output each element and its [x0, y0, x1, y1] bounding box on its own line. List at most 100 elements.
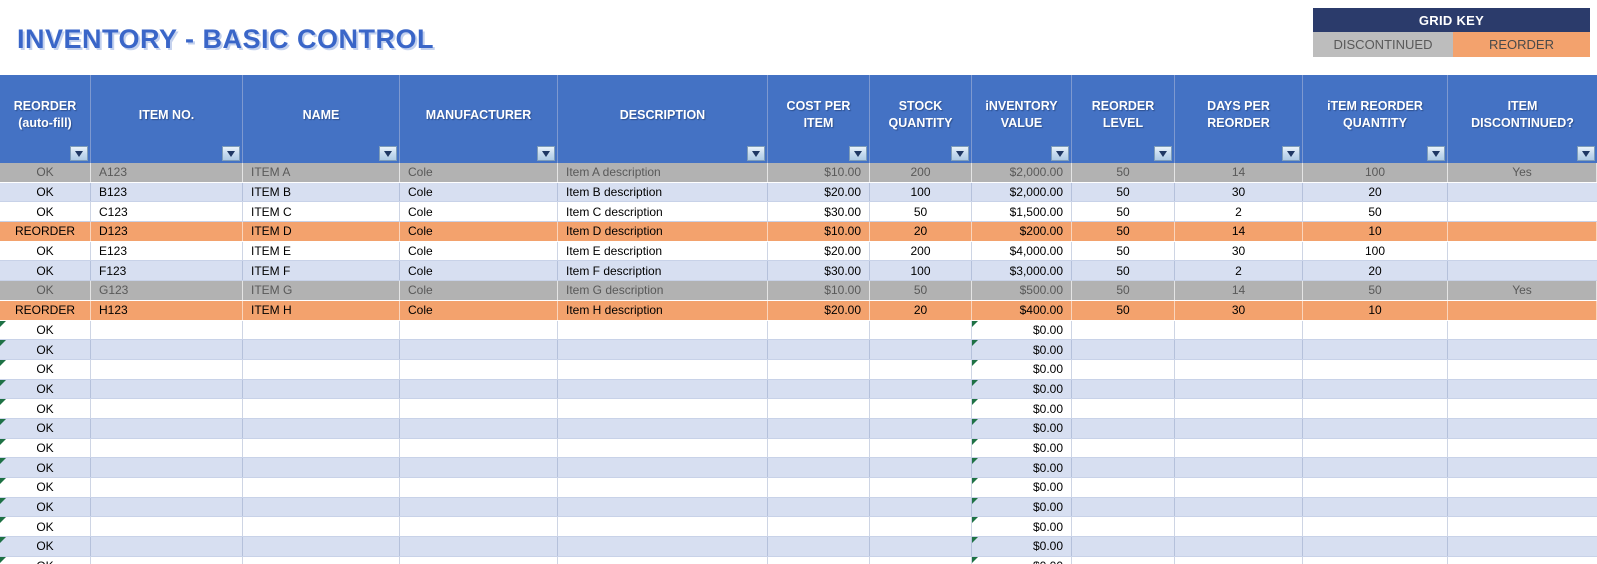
cell[interactable] [1175, 458, 1303, 477]
cell[interactable]: Item B description [558, 182, 768, 202]
cell[interactable] [1175, 418, 1303, 438]
cell[interactable]: 50 [1072, 182, 1175, 202]
filter-dropdown-icon[interactable] [1282, 146, 1300, 161]
cell[interactable]: 30 [1175, 182, 1303, 202]
cell[interactable] [1072, 379, 1175, 399]
cell[interactable] [768, 359, 870, 379]
cell[interactable]: $0.00 [972, 379, 1072, 399]
cell[interactable] [1448, 242, 1597, 261]
cell[interactable] [768, 556, 870, 564]
cell[interactable] [243, 556, 400, 564]
cell[interactable]: Cole [400, 261, 558, 281]
cell[interactable] [243, 340, 400, 359]
cell[interactable]: 50 [1072, 222, 1175, 241]
cell[interactable] [870, 438, 972, 458]
cell[interactable] [1175, 379, 1303, 399]
cell[interactable]: 100 [870, 261, 972, 281]
cell[interactable] [400, 340, 558, 359]
cell[interactable] [870, 379, 972, 399]
cell[interactable]: 100 [1303, 241, 1448, 261]
cell[interactable]: OK [0, 241, 91, 261]
cell[interactable] [558, 359, 768, 379]
cell[interactable]: 2 [1175, 202, 1303, 222]
cell[interactable] [1175, 320, 1303, 340]
cell[interactable]: $2,000.00 [972, 163, 1072, 182]
column-header[interactable]: COST PER ITEM [768, 75, 870, 163]
cell[interactable]: 50 [1072, 163, 1175, 182]
cell[interactable]: $0.00 [972, 497, 1072, 517]
filter-dropdown-icon[interactable] [70, 146, 88, 161]
column-header[interactable]: ITEM DISCONTINUED? [1448, 75, 1597, 163]
cell[interactable] [1448, 300, 1597, 320]
cell[interactable] [91, 517, 243, 537]
cell[interactable] [870, 517, 972, 537]
cell[interactable]: ITEM F [243, 261, 400, 281]
cell[interactable]: ITEM E [243, 241, 400, 261]
filter-dropdown-icon[interactable] [747, 146, 765, 161]
cell[interactable] [1072, 359, 1175, 379]
cell[interactable] [1448, 537, 1597, 556]
cell[interactable] [1072, 497, 1175, 517]
cell[interactable] [1448, 380, 1597, 399]
cell[interactable]: $0.00 [972, 517, 1072, 537]
cell[interactable]: Yes [1448, 281, 1597, 300]
cell[interactable] [91, 478, 243, 497]
cell[interactable] [870, 320, 972, 340]
cell[interactable]: ITEM H [243, 300, 400, 320]
cell[interactable]: $20.00 [768, 300, 870, 320]
column-header[interactable]: iTEM REORDER QUANTITY [1303, 75, 1448, 163]
cell[interactable] [768, 478, 870, 497]
cell[interactable] [1448, 183, 1597, 202]
column-header[interactable]: ITEM NO. [91, 75, 243, 163]
cell[interactable] [400, 379, 558, 399]
filter-dropdown-icon[interactable] [951, 146, 969, 161]
cell[interactable] [1303, 418, 1448, 438]
cell[interactable]: $3,000.00 [972, 261, 1072, 281]
cell[interactable]: ITEM A [243, 163, 400, 182]
cell[interactable] [400, 537, 558, 556]
cell[interactable]: D123 [91, 222, 243, 241]
cell[interactable] [1072, 517, 1175, 537]
cell[interactable] [1175, 399, 1303, 418]
cell[interactable] [91, 379, 243, 399]
cell[interactable] [400, 458, 558, 477]
cell[interactable]: REORDER [0, 222, 91, 241]
cell[interactable]: Item C description [558, 202, 768, 222]
filter-dropdown-icon[interactable] [222, 146, 240, 161]
cell[interactable] [558, 418, 768, 438]
cell[interactable] [1175, 537, 1303, 556]
cell[interactable]: 50 [1072, 261, 1175, 281]
cell[interactable] [400, 517, 558, 537]
cell[interactable] [243, 537, 400, 556]
cell[interactable] [558, 320, 768, 340]
cell[interactable]: $0.00 [972, 438, 1072, 458]
cell[interactable]: 14 [1175, 281, 1303, 300]
cell[interactable]: 10 [1303, 222, 1448, 241]
cell[interactable] [1175, 497, 1303, 517]
cell[interactable] [91, 458, 243, 477]
cell[interactable] [1448, 498, 1597, 517]
cell[interactable] [400, 359, 558, 379]
cell[interactable] [1072, 458, 1175, 477]
cell[interactable] [870, 418, 972, 438]
cell[interactable]: Item A description [558, 163, 768, 182]
cell[interactable]: Cole [400, 163, 558, 182]
cell[interactable] [1448, 222, 1597, 241]
cell[interactable] [870, 340, 972, 359]
cell[interactable] [1303, 438, 1448, 458]
cell[interactable]: H123 [91, 300, 243, 320]
cell[interactable]: 50 [1303, 281, 1448, 300]
cell[interactable]: $0.00 [972, 458, 1072, 477]
cell[interactable] [558, 556, 768, 564]
cell[interactable]: $0.00 [972, 556, 1072, 564]
cell[interactable] [243, 517, 400, 537]
cell[interactable]: Item D description [558, 222, 768, 241]
cell[interactable] [1448, 261, 1597, 280]
cell[interactable] [400, 497, 558, 517]
cell[interactable] [768, 418, 870, 438]
cell[interactable] [768, 517, 870, 537]
cell[interactable]: $4,000.00 [972, 241, 1072, 261]
cell[interactable] [91, 418, 243, 438]
cell[interactable] [1072, 438, 1175, 458]
cell[interactable]: $10.00 [768, 281, 870, 300]
